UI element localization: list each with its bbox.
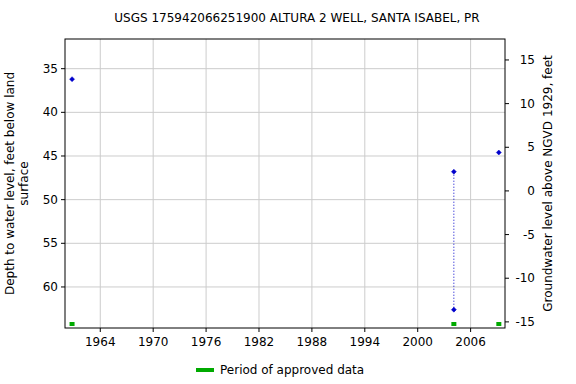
data-point (451, 307, 456, 312)
y-axis-label: surface (17, 161, 31, 205)
x-tick-label: 1982 (244, 335, 275, 349)
x-tick (206, 328, 207, 332)
grid-line (364, 39, 365, 328)
y-tick-label: 40 (43, 105, 58, 119)
y-tick (61, 68, 65, 69)
grid-line (417, 39, 418, 328)
legend-swatch (196, 368, 214, 372)
data-point (496, 150, 501, 155)
grid-line (65, 68, 505, 69)
x-tick-label: 1988 (297, 335, 328, 349)
grid-line (65, 155, 505, 156)
grid-line (470, 39, 471, 328)
y2-tick (505, 103, 509, 104)
x-tick-label: 1994 (350, 335, 381, 349)
y-tick-label: 60 (43, 280, 58, 294)
y2-tick-label: -15 (515, 315, 535, 329)
y-tick (61, 112, 65, 113)
y2-tick (505, 321, 509, 322)
grid-line (258, 39, 259, 328)
y-tick-label: 35 (43, 62, 58, 76)
y2-tick-label: 0 (527, 184, 535, 198)
x-tick (417, 328, 418, 332)
y-tick-label: 45 (43, 149, 58, 163)
y2-tick-label: 15 (520, 53, 535, 67)
grid-line (65, 199, 505, 200)
marks (70, 77, 502, 326)
y-tick (61, 155, 65, 156)
data-point (451, 169, 456, 174)
y2-tick (505, 190, 509, 191)
y2-tick-label: 10 (520, 97, 535, 111)
y-tick (61, 286, 65, 287)
plot-frame (65, 39, 505, 328)
grid-line (65, 112, 505, 113)
y2-tick (505, 147, 509, 148)
data-point (70, 77, 75, 82)
approved-period (70, 322, 75, 326)
y2-tick-label: -5 (523, 228, 535, 242)
x-tick (153, 328, 154, 332)
y-tick (61, 243, 65, 244)
x-tick (100, 328, 101, 332)
legend: Period of approved data (196, 363, 364, 377)
x-tick (311, 328, 312, 332)
y2-axis-label: Groundwater level above NGVD 1929, feet (541, 55, 555, 312)
x-tick-label: 1964 (85, 335, 116, 349)
grid (65, 39, 505, 328)
x-tick-label: 1976 (191, 335, 222, 349)
series-line (453, 172, 454, 310)
grid-line (206, 39, 207, 328)
x-tick (364, 328, 365, 332)
legend-label: Period of approved data (220, 363, 364, 377)
grid-line (153, 39, 154, 328)
approved-period (496, 322, 501, 326)
grid-line (311, 39, 312, 328)
y-axis-label: Depth to water level, feet below land (3, 72, 17, 295)
y2-tick (505, 59, 509, 60)
y-tick-label: 50 (43, 193, 58, 207)
grid-line (65, 286, 505, 287)
y-tick (61, 199, 65, 200)
grid-line (100, 39, 101, 328)
y2-tick (505, 278, 509, 279)
x-tick (258, 328, 259, 332)
background (0, 0, 576, 384)
x-tick-label: 2006 (455, 335, 486, 349)
title: USGS 175942066251900 ALTURA 2 WELL, SANT… (114, 11, 479, 25)
y2-tick-label: 5 (527, 140, 535, 154)
chart: USGS 175942066251900 ALTURA 2 WELL, SANT… (0, 0, 576, 384)
x-tick-label: 2000 (402, 335, 433, 349)
y-tick-label: 55 (43, 236, 58, 250)
y2-tick (505, 234, 509, 235)
x-tick-label: 1970 (138, 335, 169, 349)
x-tick (470, 328, 471, 332)
approved-period (451, 322, 456, 326)
y2-tick-label: -10 (515, 271, 535, 285)
grid-line (65, 243, 505, 244)
